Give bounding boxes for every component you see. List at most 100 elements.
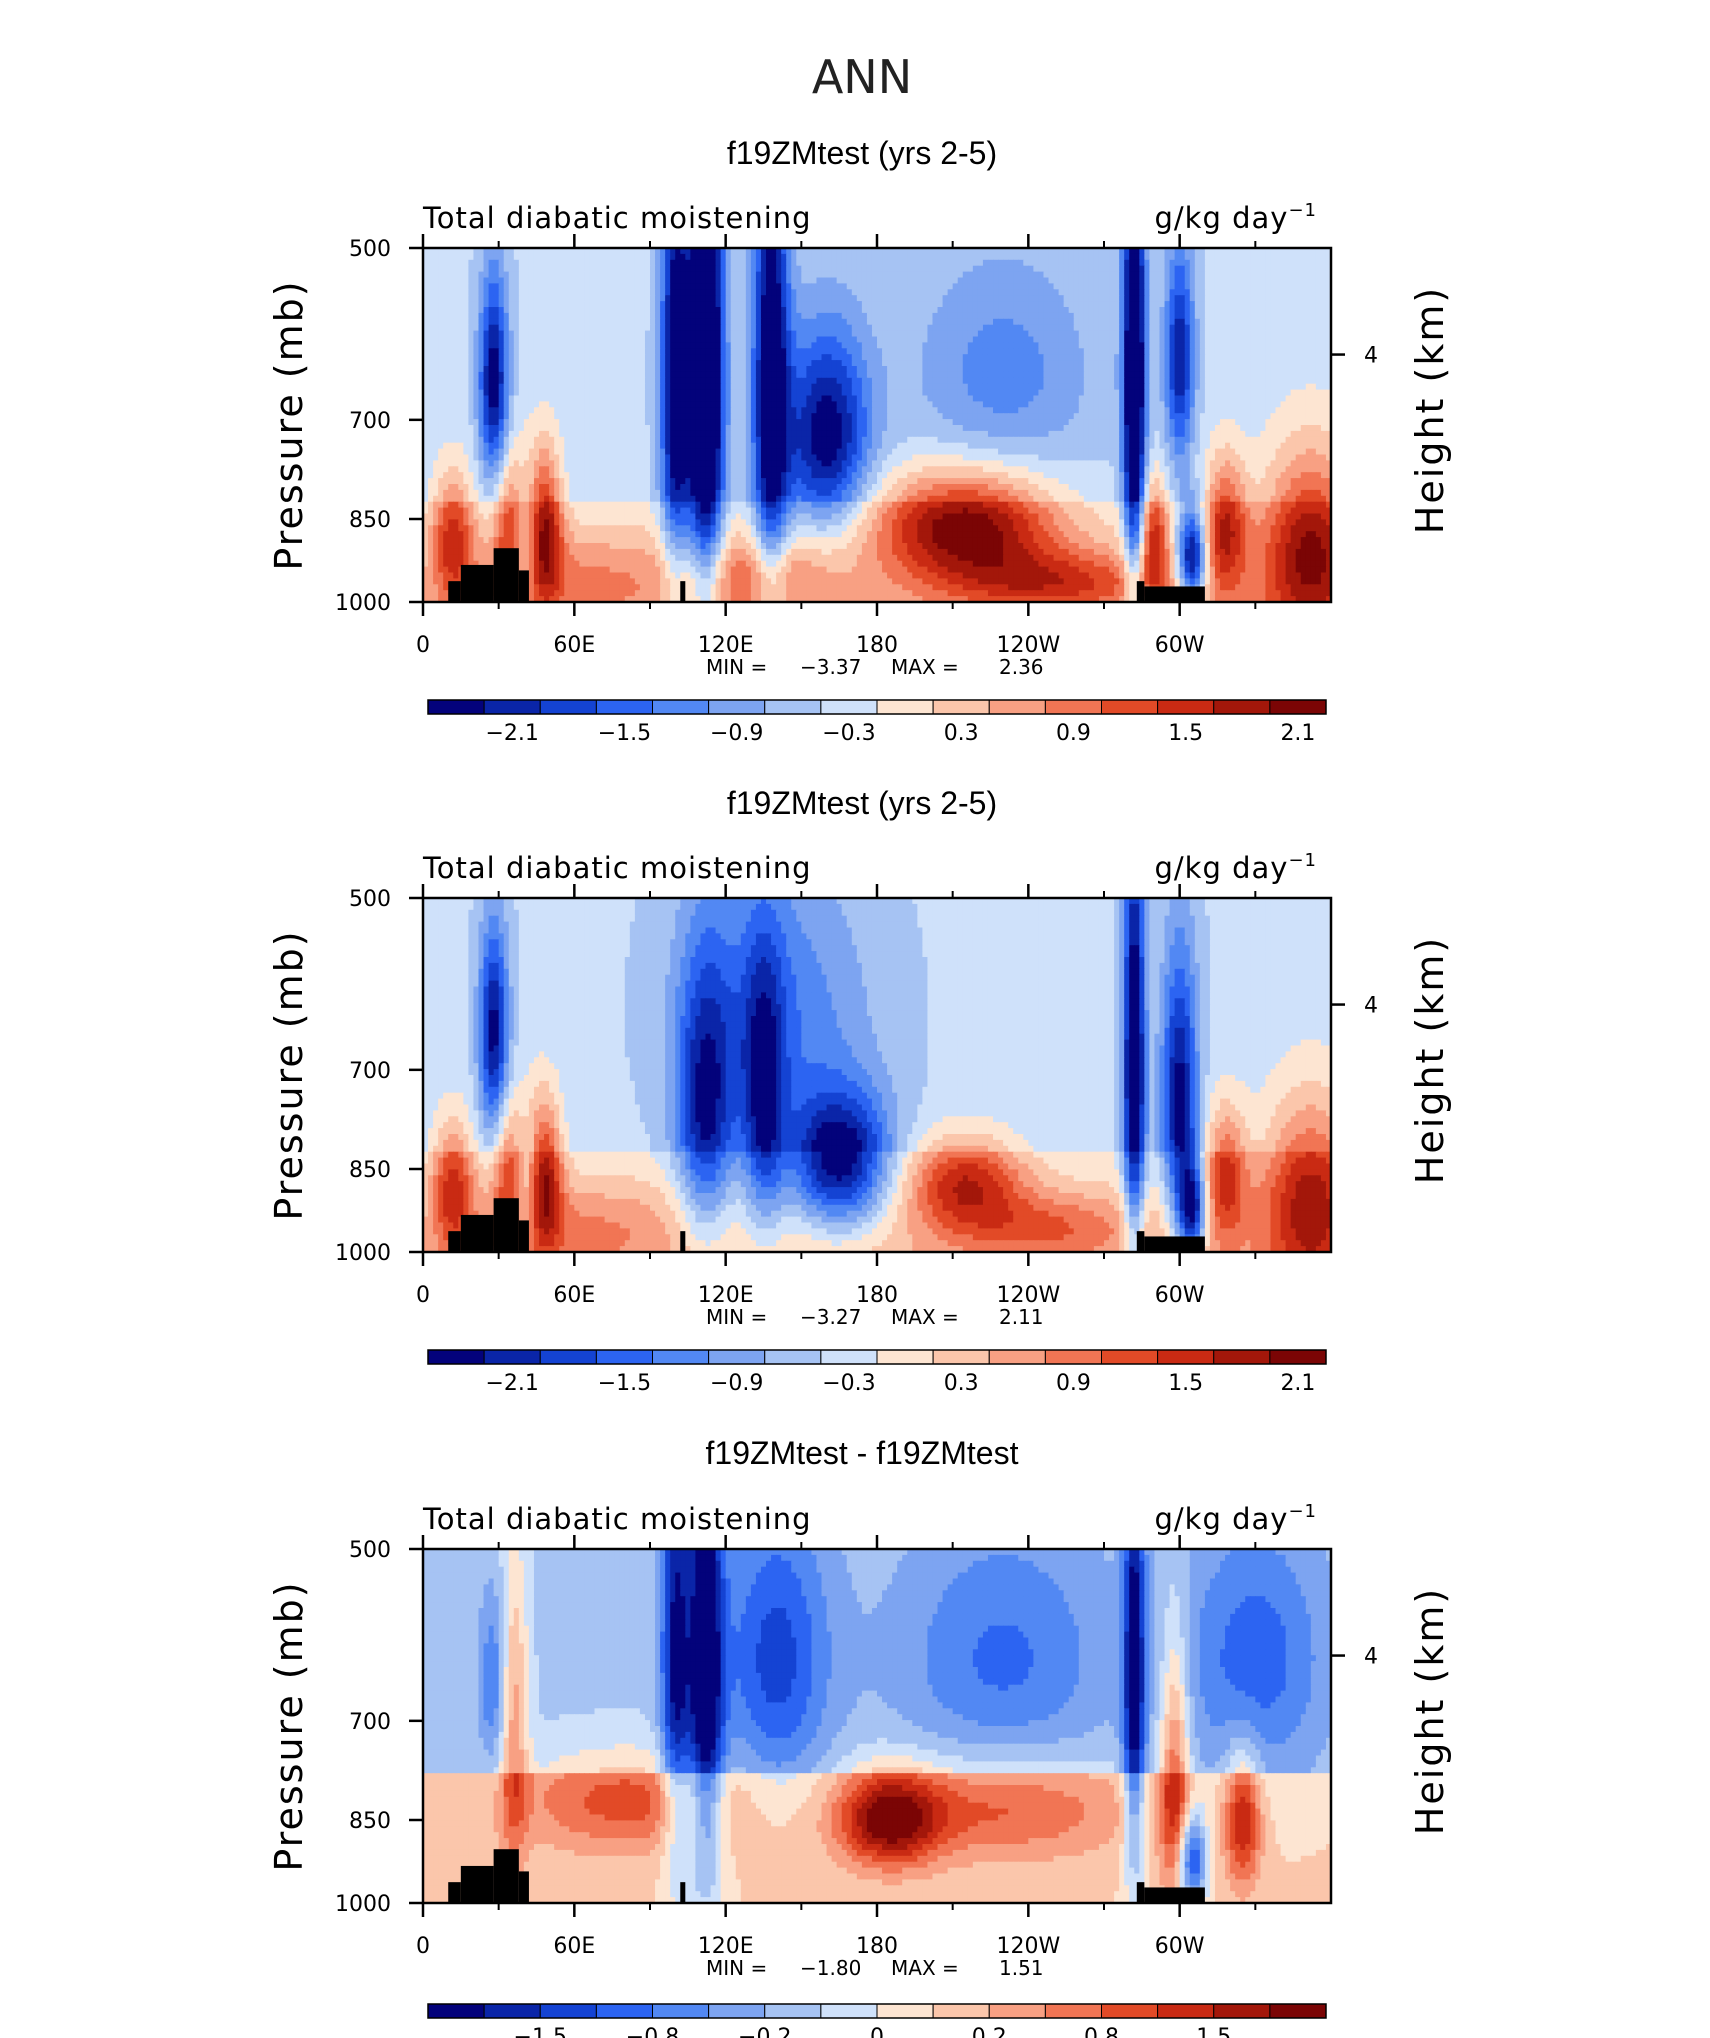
contour-cell [599, 289, 606, 296]
contour-cell [922, 277, 929, 284]
contour-cell [725, 360, 732, 367]
contour-cell [1043, 348, 1050, 355]
contour-cell [952, 371, 959, 379]
contour-cell [503, 383, 510, 391]
contour-cell [539, 330, 545, 338]
contour-cell [841, 307, 848, 314]
contour-cell [579, 371, 586, 379]
contour-cell [503, 336, 510, 343]
contour-cell [559, 253, 565, 261]
contour-cell [871, 295, 878, 302]
contour-cell [1260, 330, 1267, 338]
contour-cell [423, 307, 429, 314]
contour-cell [549, 289, 555, 296]
contour-cell [730, 301, 737, 308]
contour-cell [594, 330, 601, 338]
contour-cell [518, 383, 525, 391]
contour-cell [503, 289, 510, 296]
contour-cell [559, 360, 565, 367]
contour-cell [1058, 277, 1065, 284]
contour-cell [523, 259, 530, 267]
contour-cell [1038, 336, 1045, 343]
contour-cell [826, 389, 833, 397]
contour-cell [1104, 342, 1110, 349]
contour-cell [614, 407, 621, 414]
contour-cell [791, 248, 797, 255]
contour-cell [655, 389, 661, 397]
contour-cell [947, 312, 954, 320]
contour-cell [856, 271, 863, 279]
contour-cell [715, 366, 722, 373]
contour-cell [498, 253, 505, 261]
contour-cell [1033, 371, 1040, 379]
contour-cell [1134, 377, 1140, 385]
contour-cell [942, 283, 949, 290]
contour-cell [1194, 289, 1201, 296]
contour-cell [675, 395, 681, 402]
contour-cell [806, 259, 813, 267]
contour-cell [1169, 401, 1176, 408]
contour-cell [1149, 342, 1156, 349]
contour-cell [902, 289, 908, 296]
contour-cell [660, 342, 666, 349]
contour-cell [1053, 360, 1060, 367]
contour-cell [1245, 253, 1251, 261]
contour-cell [806, 301, 813, 308]
contour-cell [851, 360, 858, 367]
contour-cell [554, 360, 560, 367]
contour-cell [1104, 401, 1110, 408]
contour-cell [1179, 342, 1186, 349]
contour-cell [791, 289, 797, 296]
contour-cell [433, 253, 439, 261]
contour-cell [786, 307, 792, 314]
contour-cell [771, 348, 777, 355]
contour-cell [1154, 312, 1161, 320]
contour-cell [912, 289, 918, 296]
contour-cell [433, 307, 439, 314]
contour-cell [735, 371, 742, 379]
contour-cell [1119, 324, 1125, 332]
contour-cell [634, 407, 641, 414]
contour-cell [826, 360, 833, 367]
contour-cell [639, 383, 646, 391]
contour-cell [1169, 389, 1176, 397]
contour-cell [655, 301, 661, 308]
contour-cell [1325, 318, 1331, 326]
contour-cell [1008, 289, 1014, 296]
contour-cell [559, 248, 565, 255]
contour-cell [1083, 318, 1090, 326]
contour-cell [498, 366, 505, 373]
contour-cell [720, 248, 727, 255]
contour-cell [1285, 283, 1292, 290]
contour-cell [740, 301, 747, 308]
contour-cell [584, 248, 591, 255]
contour-cell [685, 253, 691, 261]
contour-cell [619, 348, 626, 355]
contour-cell [1164, 366, 1171, 373]
contour-cell [740, 371, 747, 379]
contour-cell [644, 348, 651, 355]
contour-cell [650, 301, 656, 308]
contour-cell [675, 271, 681, 279]
contour-cell [544, 360, 550, 367]
contour-cell [518, 371, 525, 379]
contour-cell [821, 371, 828, 379]
contour-cell [468, 265, 475, 273]
contour-cell [1250, 366, 1256, 373]
contour-cell [503, 348, 510, 355]
contour-cell [468, 330, 475, 338]
contour-cell [569, 301, 575, 308]
contour-cell [750, 324, 757, 332]
contour-cell [508, 307, 515, 314]
contour-cell [549, 318, 555, 326]
contour-cell [1275, 342, 1282, 349]
contour-cell [932, 253, 939, 261]
contour-cell [624, 401, 631, 408]
contour-cell [1114, 395, 1120, 402]
contour-cell [1073, 354, 1080, 361]
contour-cell [433, 295, 439, 302]
contour-cell [750, 301, 757, 308]
contour-cell [1149, 295, 1156, 302]
contour-cell [760, 271, 767, 279]
contour-cell [937, 371, 944, 379]
